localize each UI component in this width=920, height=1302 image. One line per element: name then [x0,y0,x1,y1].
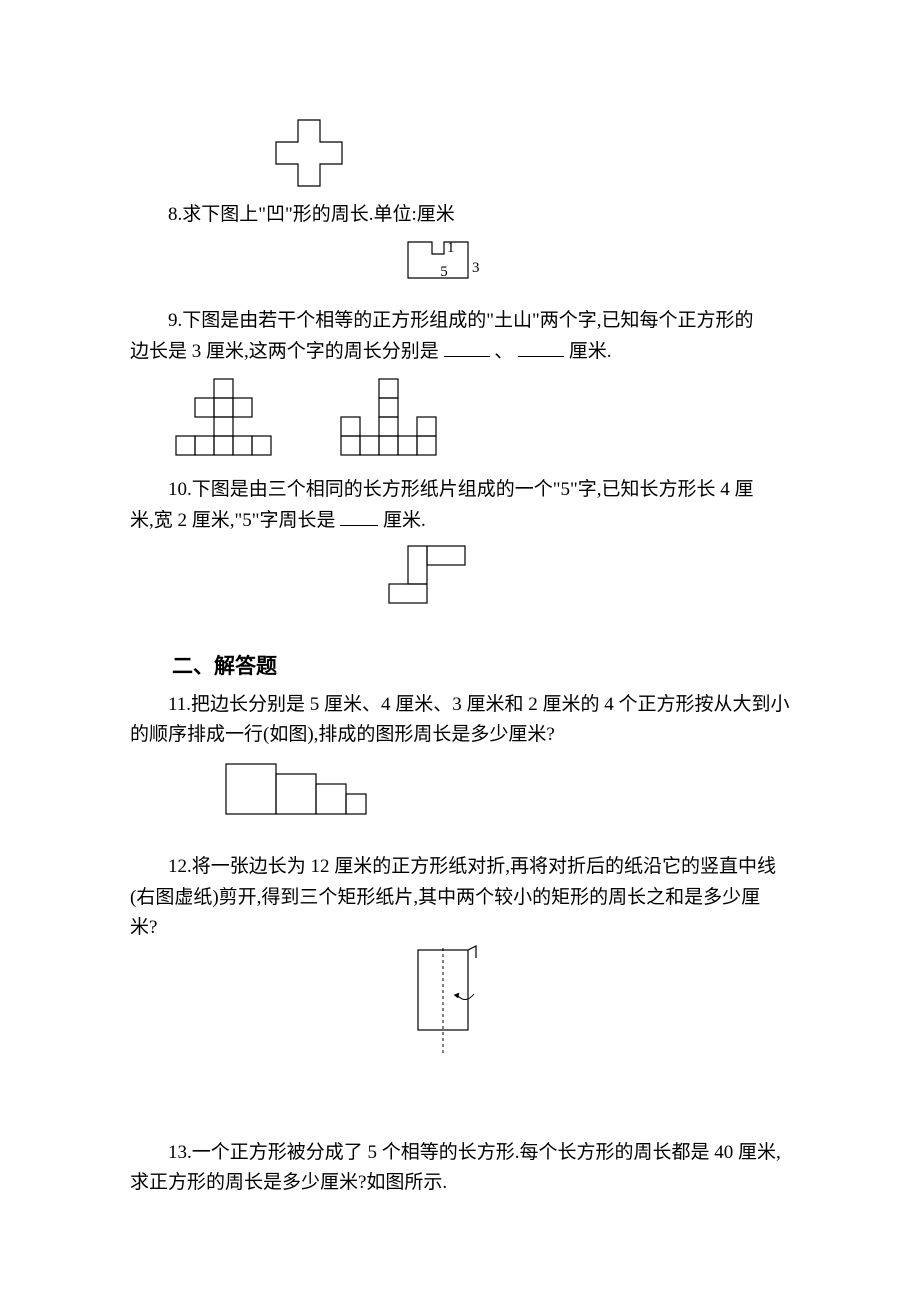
gap [130,830,790,848]
q9-line1: 9.下图是由若干个相等的正方形组成的"土山"两个字,已知每个正方形的 [130,306,790,336]
q11-line1: 11.把边长分别是 5 厘米、4 厘米、3 厘米和 2 厘米的 4 个正方形按从… [130,690,790,720]
q12-figure-wrap [100,942,790,1062]
q10-line2: 米,宽 2 厘米,"5"字周长是 厘米. [130,506,790,536]
q9-figure-wrap [170,373,790,463]
q10-blank [340,506,378,526]
q9-blank-2 [518,337,564,357]
q13-line1: 13.一个正方形被分成了 5 个相等的长方形.每个长方形的周长都是 40 厘米, [130,1138,790,1168]
q8-text: 8.求下图上"凹"形的周长.单位:厘米 [130,200,790,230]
q9-tushan-figure [170,373,540,463]
q9-blank-1 [444,337,490,357]
q11-line2: 的顺序排成一行(如图),排成的图形周长是多少厘米? [130,720,790,750]
section-2-heading: 二、解答题 [130,650,790,684]
q9-line2-a: 边长是 3 厘米,这两个字的周长分别是 [130,341,439,362]
svg-text:1: 1 [447,240,455,256]
q10-line2-b: 厘米. [383,510,426,531]
q8-figure-wrap: 1 3 5 [100,236,790,294]
q10-line1: 10.下图是由三个相同的长方形纸片组成的一个"5"字,已知长方形长 4 厘 [130,475,790,505]
q8-concave-figure: 1 3 5 [390,236,500,294]
q12-fold-figure [400,942,490,1062]
q13-line2: 求正方形的周长是多少厘米?如图所示. [130,1168,790,1198]
q12-line2: (右图虚纸)剪开,得到三个矩形纸片,其中两个较小的矩形的周长之和是多少厘 [130,883,790,913]
q11-squares-figure [220,756,390,818]
q9-line2-c: 厘米. [569,341,612,362]
svg-text:5: 5 [440,264,448,280]
q9-line2: 边长是 3 厘米,这两个字的周长分别是 、 厘米. [130,337,790,367]
svg-text:3: 3 [472,260,480,276]
gap-2 [130,1074,790,1134]
q10-line2-a: 米,宽 2 厘米,"5"字周长是 [130,510,336,531]
q11-figure-wrap [220,756,790,818]
q10-five-figure [380,542,480,622]
q12-line1: 12.将一张边长为 12 厘米的正方形纸对折,再将对折后的纸沿它的竖直中线 [130,852,790,882]
q12-line3: 米? [130,913,790,943]
q9-line2-b: 、 [494,341,513,362]
q7-figure-wrap [270,116,790,188]
q10-figure-wrap [70,542,790,622]
q7-cross-figure [270,116,348,188]
